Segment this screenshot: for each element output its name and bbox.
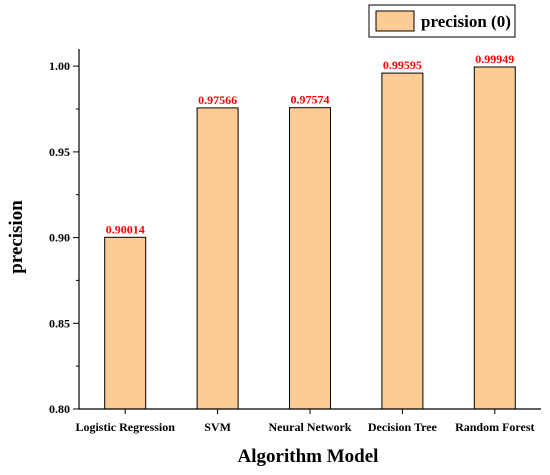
x-tick-label: Decision Tree xyxy=(368,420,438,434)
y-axis-title: precision xyxy=(6,200,27,274)
y-tick-label: 0.85 xyxy=(49,316,70,330)
data-label: 0.90014 xyxy=(106,222,145,236)
legend: precision (0) xyxy=(368,4,516,38)
plot-area: 0.90014 Logistic Regression 0.97566 SVM 0.97… xyxy=(49,49,541,434)
x-tick-label: SVM xyxy=(204,420,231,434)
data-label: 0.99595 xyxy=(383,58,422,72)
data-label: 0.97574 xyxy=(291,93,330,107)
legend-swatch xyxy=(375,10,415,32)
x-tick-label: Logistic Regression xyxy=(75,420,175,434)
data-label: 0.97566 xyxy=(198,93,237,107)
bar xyxy=(196,107,239,410)
data-label: 0.99949 xyxy=(475,52,514,66)
y-tick-label: 0.90 xyxy=(49,231,70,245)
legend-label: precision (0) xyxy=(421,12,511,31)
y-tick-label: 0.95 xyxy=(49,145,70,159)
x-tick-label: Random Forest xyxy=(455,420,534,434)
y-tick-label: 1.00 xyxy=(49,59,70,73)
bar xyxy=(381,72,424,410)
bar xyxy=(289,107,331,410)
x-axis-title: Algorithm Model xyxy=(238,446,379,467)
y-tick-label: 0.80 xyxy=(49,402,70,416)
bar xyxy=(104,236,147,410)
bar xyxy=(473,66,516,410)
x-tick-label: Neural Network xyxy=(269,420,352,434)
